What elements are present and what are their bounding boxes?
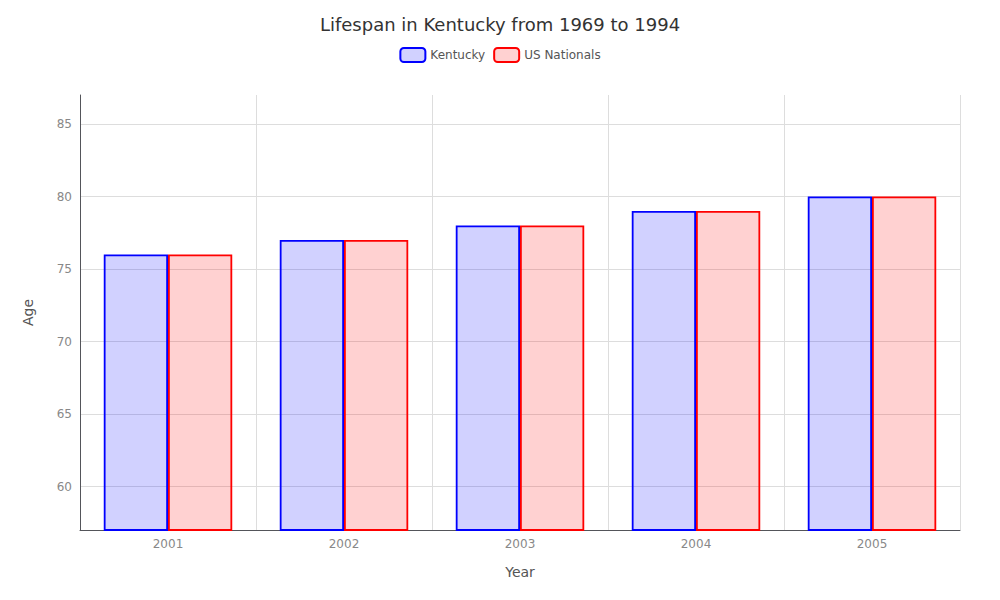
svg-text:2001: 2001: [153, 537, 184, 551]
svg-text:2005: 2005: [857, 537, 888, 551]
svg-text:Lifespan in Kentucky from 1969: Lifespan in Kentucky from 1969 to 1994: [320, 14, 680, 35]
svg-text:60: 60: [57, 480, 72, 494]
svg-text:2003: 2003: [505, 537, 536, 551]
svg-text:US Nationals: US Nationals: [524, 48, 600, 62]
svg-text:2002: 2002: [329, 537, 360, 551]
svg-text:65: 65: [57, 407, 72, 421]
svg-text:75: 75: [57, 262, 72, 276]
svg-text:2004: 2004: [681, 537, 712, 551]
svg-text:Age: Age: [20, 299, 36, 326]
svg-text:Kentucky: Kentucky: [430, 48, 485, 62]
svg-text:70: 70: [57, 335, 72, 349]
svg-text:80: 80: [57, 190, 72, 204]
svg-text:Year: Year: [504, 564, 535, 580]
svg-text:85: 85: [57, 117, 72, 131]
